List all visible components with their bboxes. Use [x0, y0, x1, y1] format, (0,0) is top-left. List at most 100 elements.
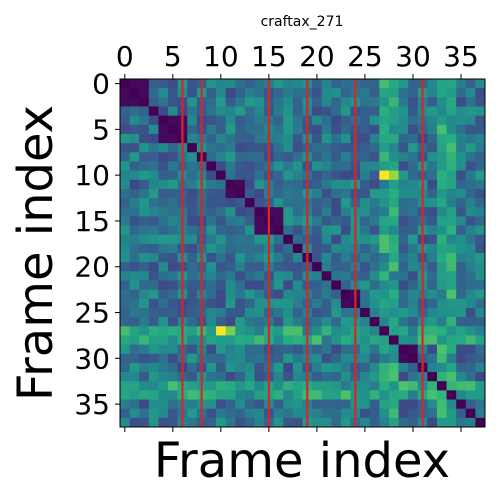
heatmap-cell	[436, 79, 447, 89]
heatmap-cell	[273, 106, 284, 117]
heatmap-cell	[158, 271, 169, 281]
heatmap-cell	[340, 198, 351, 208]
heatmap-cell	[158, 207, 169, 217]
heatmap-cell	[148, 344, 159, 355]
heatmap-cell	[321, 152, 332, 162]
heatmap-cell	[244, 97, 255, 107]
heatmap-cell	[321, 106, 332, 117]
heatmap-cell	[273, 188, 284, 199]
heatmap-cell	[158, 390, 169, 400]
heatmap-cell	[158, 161, 169, 171]
heatmap-cell	[244, 399, 255, 410]
heatmap-cell	[446, 326, 457, 336]
heatmap-cell	[321, 143, 332, 153]
heatmap-cell	[244, 143, 255, 153]
heatmap-cell	[475, 188, 486, 199]
heatmap-cell	[235, 381, 246, 391]
heatmap-cell	[206, 317, 217, 327]
y-tick-label: 35	[74, 388, 110, 421]
heatmap-cell	[331, 417, 342, 428]
heatmap-cell	[465, 417, 476, 428]
heatmap-cell	[340, 225, 351, 236]
heatmap-cell	[436, 335, 447, 345]
heatmap-cell	[148, 225, 159, 236]
heatmap-cell	[283, 335, 294, 345]
heatmap-cell	[273, 253, 284, 263]
heatmap-cell	[206, 381, 217, 391]
heatmap-cell	[456, 417, 467, 428]
heatmap-cell	[379, 207, 390, 217]
heatmap-cell	[244, 372, 255, 382]
heatmap-cell	[456, 307, 467, 318]
heatmap-cell	[388, 207, 399, 217]
heatmap-cell	[436, 326, 447, 336]
heatmap-cell	[446, 381, 457, 391]
heatmap-cell	[436, 179, 447, 190]
heatmap-cell	[206, 289, 217, 300]
heatmap-cell	[321, 317, 332, 327]
heatmap-cell	[408, 152, 419, 162]
heatmap-cell	[225, 143, 236, 153]
heatmap-cell	[235, 88, 246, 98]
heatmap-cell	[408, 207, 419, 217]
heatmap-cell	[398, 97, 409, 107]
heatmap-cell	[120, 133, 131, 144]
heatmap-cell	[129, 161, 140, 171]
heatmap-cell	[206, 326, 217, 336]
heatmap-cell	[475, 161, 486, 171]
heatmap-cell	[273, 198, 284, 208]
heatmap-cell	[312, 143, 323, 153]
heatmap-cell	[120, 289, 131, 300]
heatmap-cell	[187, 124, 198, 135]
heatmap-cell	[168, 88, 179, 98]
heatmap-cell	[225, 79, 236, 89]
heatmap-cell	[187, 317, 198, 327]
heatmap-cell	[446, 417, 457, 428]
heatmap-cell	[158, 216, 169, 226]
heatmap-cell	[388, 326, 399, 336]
heatmap-cell	[446, 399, 457, 410]
heatmap-cell	[388, 97, 399, 107]
heatmap-cell	[235, 298, 246, 309]
heatmap-cell	[475, 307, 486, 318]
heatmap-cell	[408, 417, 419, 428]
heatmap-cell	[187, 234, 198, 245]
heatmap-cell	[283, 307, 294, 318]
heatmap-cell	[244, 417, 255, 428]
heatmap-cell	[446, 280, 457, 291]
heatmap-cell	[148, 317, 159, 327]
heatmap-cell	[216, 188, 227, 199]
heatmap-cell	[206, 133, 217, 144]
heatmap-cell	[398, 106, 409, 117]
heatmap-cell	[379, 198, 390, 208]
heatmap-cell	[283, 317, 294, 327]
heatmap-cell	[321, 262, 332, 272]
heatmap-cell	[427, 216, 438, 226]
y-tick-label: 5	[92, 113, 110, 146]
heatmap-cell	[312, 381, 323, 391]
heatmap-cell	[331, 307, 342, 318]
heatmap-cell	[312, 280, 323, 291]
heatmap-cell	[369, 207, 380, 217]
heatmap-cell	[475, 152, 486, 162]
heatmap-cell	[235, 170, 246, 181]
y-ticks: 0 5 10 15 20 25 30 35	[74, 68, 120, 421]
heatmap-cell	[158, 399, 169, 410]
heatmap-cell	[446, 133, 457, 144]
heatmap-cell	[456, 280, 467, 291]
heatmap-cell	[360, 179, 371, 190]
heatmap-cell	[254, 253, 265, 263]
heatmap-cell	[321, 289, 332, 300]
heatmap-cell	[129, 417, 140, 428]
heatmap-cell	[321, 298, 332, 309]
heatmap-cell	[369, 216, 380, 226]
heatmap-cell	[273, 216, 284, 226]
heatmap-cell	[340, 234, 351, 245]
heatmap-cell	[244, 79, 255, 89]
heatmap-cell	[331, 289, 342, 300]
heatmap-cell	[254, 353, 265, 364]
x-tick-label: 15	[251, 40, 287, 73]
heatmap-cell	[388, 198, 399, 208]
heatmap-cell	[292, 133, 303, 144]
heatmap-cell	[331, 390, 342, 400]
